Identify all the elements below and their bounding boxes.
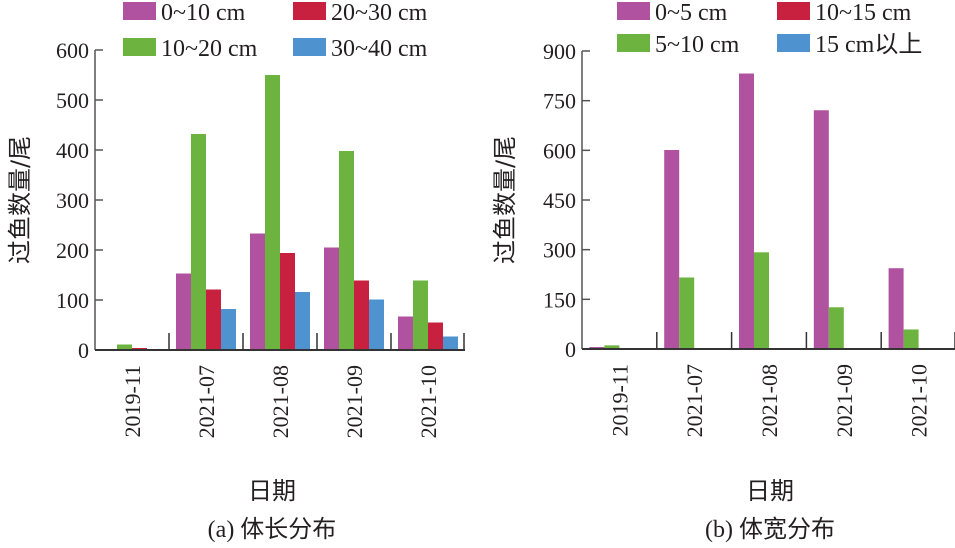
y-tick-label: 450 <box>543 188 576 213</box>
bar-5~10cm-2019-11 <box>604 345 620 349</box>
y-tick-label: 0 <box>78 338 89 363</box>
legend-label: 20~30 cm <box>331 0 428 26</box>
x-tick-label: 2021-09 <box>832 364 857 437</box>
y-tick-label: 200 <box>56 238 89 263</box>
bar-30~40cm-2021-07 <box>221 309 236 350</box>
legend-swatch <box>617 2 650 20</box>
bar-5~10cm-2021-08 <box>754 252 769 349</box>
bar-20~30cm-2021-10 <box>428 322 443 350</box>
bar-0~10cm-2021-07 <box>176 273 191 350</box>
bar-10~20cm-2019-11 <box>117 344 132 350</box>
bar-30~40cm-2021-08 <box>295 292 310 350</box>
y-tick-label: 0 <box>565 337 576 362</box>
x-tick-label: 2019-11 <box>120 365 145 438</box>
legend-swatch <box>123 38 156 56</box>
y-tick-label: 600 <box>56 38 89 63</box>
legend-label: 5~10 cm <box>655 32 740 58</box>
legend-label: 0~10 cm <box>161 0 246 26</box>
bar-10~20cm-2021-07 <box>191 134 206 350</box>
x-tick-label: 2021-07 <box>194 365 219 438</box>
bar-0~10cm-2021-09 <box>324 247 339 350</box>
legend-swatch <box>617 34 650 52</box>
bar-10~20cm-2021-09 <box>339 151 354 350</box>
x-tick-label: 2021-10 <box>907 364 932 437</box>
legend-label: 30~40 cm <box>331 36 428 62</box>
y-axis-title: 过鱼数量/尾 <box>491 136 519 264</box>
panel-caption: (b) 体宽分布 <box>705 516 835 543</box>
bar-0~10cm-2021-10 <box>398 316 413 350</box>
y-tick-label: 300 <box>543 238 576 263</box>
legend-swatch <box>293 2 326 20</box>
y-tick-label: 150 <box>543 287 576 312</box>
legend-swatch <box>777 34 810 52</box>
bar-20~30cm-2021-07 <box>206 289 221 350</box>
legend-swatch <box>123 2 156 20</box>
legend-swatch <box>293 38 326 56</box>
legend-label: 10~20 cm <box>161 36 258 62</box>
y-axis-title: 过鱼数量/尾 <box>6 136 34 264</box>
bar-5~10cm-2021-09 <box>828 307 844 349</box>
x-axis-title: 日期 <box>746 477 794 505</box>
y-tick-label: 100 <box>56 288 89 313</box>
y-tick-label: 900 <box>543 39 576 64</box>
bar-0~5cm-2021-07 <box>664 150 680 349</box>
y-tick-label: 400 <box>56 138 89 163</box>
x-tick-label: 2021-08 <box>757 364 782 437</box>
y-tick-label: 750 <box>543 89 576 114</box>
bar-5~10cm-2021-07 <box>679 277 695 349</box>
bar-30~40cm-2021-10 <box>443 336 458 350</box>
panel-a-body-length: 0 100 200 300 400 500 600 2019-11 2021-07 2021-08… <box>6 0 465 543</box>
y-tick-label: 300 <box>56 188 89 213</box>
panel-b-body-width: 0 150 300 450 600 750 900 2019-11 2021-07 2021-08… <box>491 0 955 543</box>
bar-0~5cm-2021-09 <box>813 110 829 349</box>
bar-0~5cm-2021-08 <box>739 73 754 349</box>
x-tick-label: 2021-10 <box>416 365 441 438</box>
bar-10~20cm-2021-10 <box>413 280 428 350</box>
bar-20~30cm-2021-08 <box>280 253 295 350</box>
legend-label: 0~5 cm <box>655 0 728 26</box>
bar-0~10cm-2021-08 <box>250 233 265 350</box>
x-tick-label: 2019-11 <box>607 364 632 437</box>
bar-0~5cm-2021-10 <box>888 268 904 349</box>
bar-10~20cm-2021-08 <box>265 75 280 350</box>
y-tick-label: 600 <box>543 138 576 163</box>
x-axis-title: 日期 <box>248 477 296 505</box>
bar-5~10cm-2021-10 <box>903 329 919 349</box>
legend-label: 10~15 cm <box>815 0 912 26</box>
bar-20~30cm-2021-09 <box>354 280 369 350</box>
legend-label: 15 cm以上 <box>815 31 922 58</box>
bar-30~40cm-2021-09 <box>369 299 384 350</box>
x-tick-label: 2021-07 <box>682 364 707 437</box>
x-tick-label: 2021-08 <box>268 365 293 438</box>
legend-swatch <box>777 2 810 20</box>
y-tick-label: 500 <box>56 88 89 113</box>
panel-caption: (a) 体长分布 <box>208 516 337 543</box>
x-tick-label: 2021-09 <box>342 365 367 438</box>
